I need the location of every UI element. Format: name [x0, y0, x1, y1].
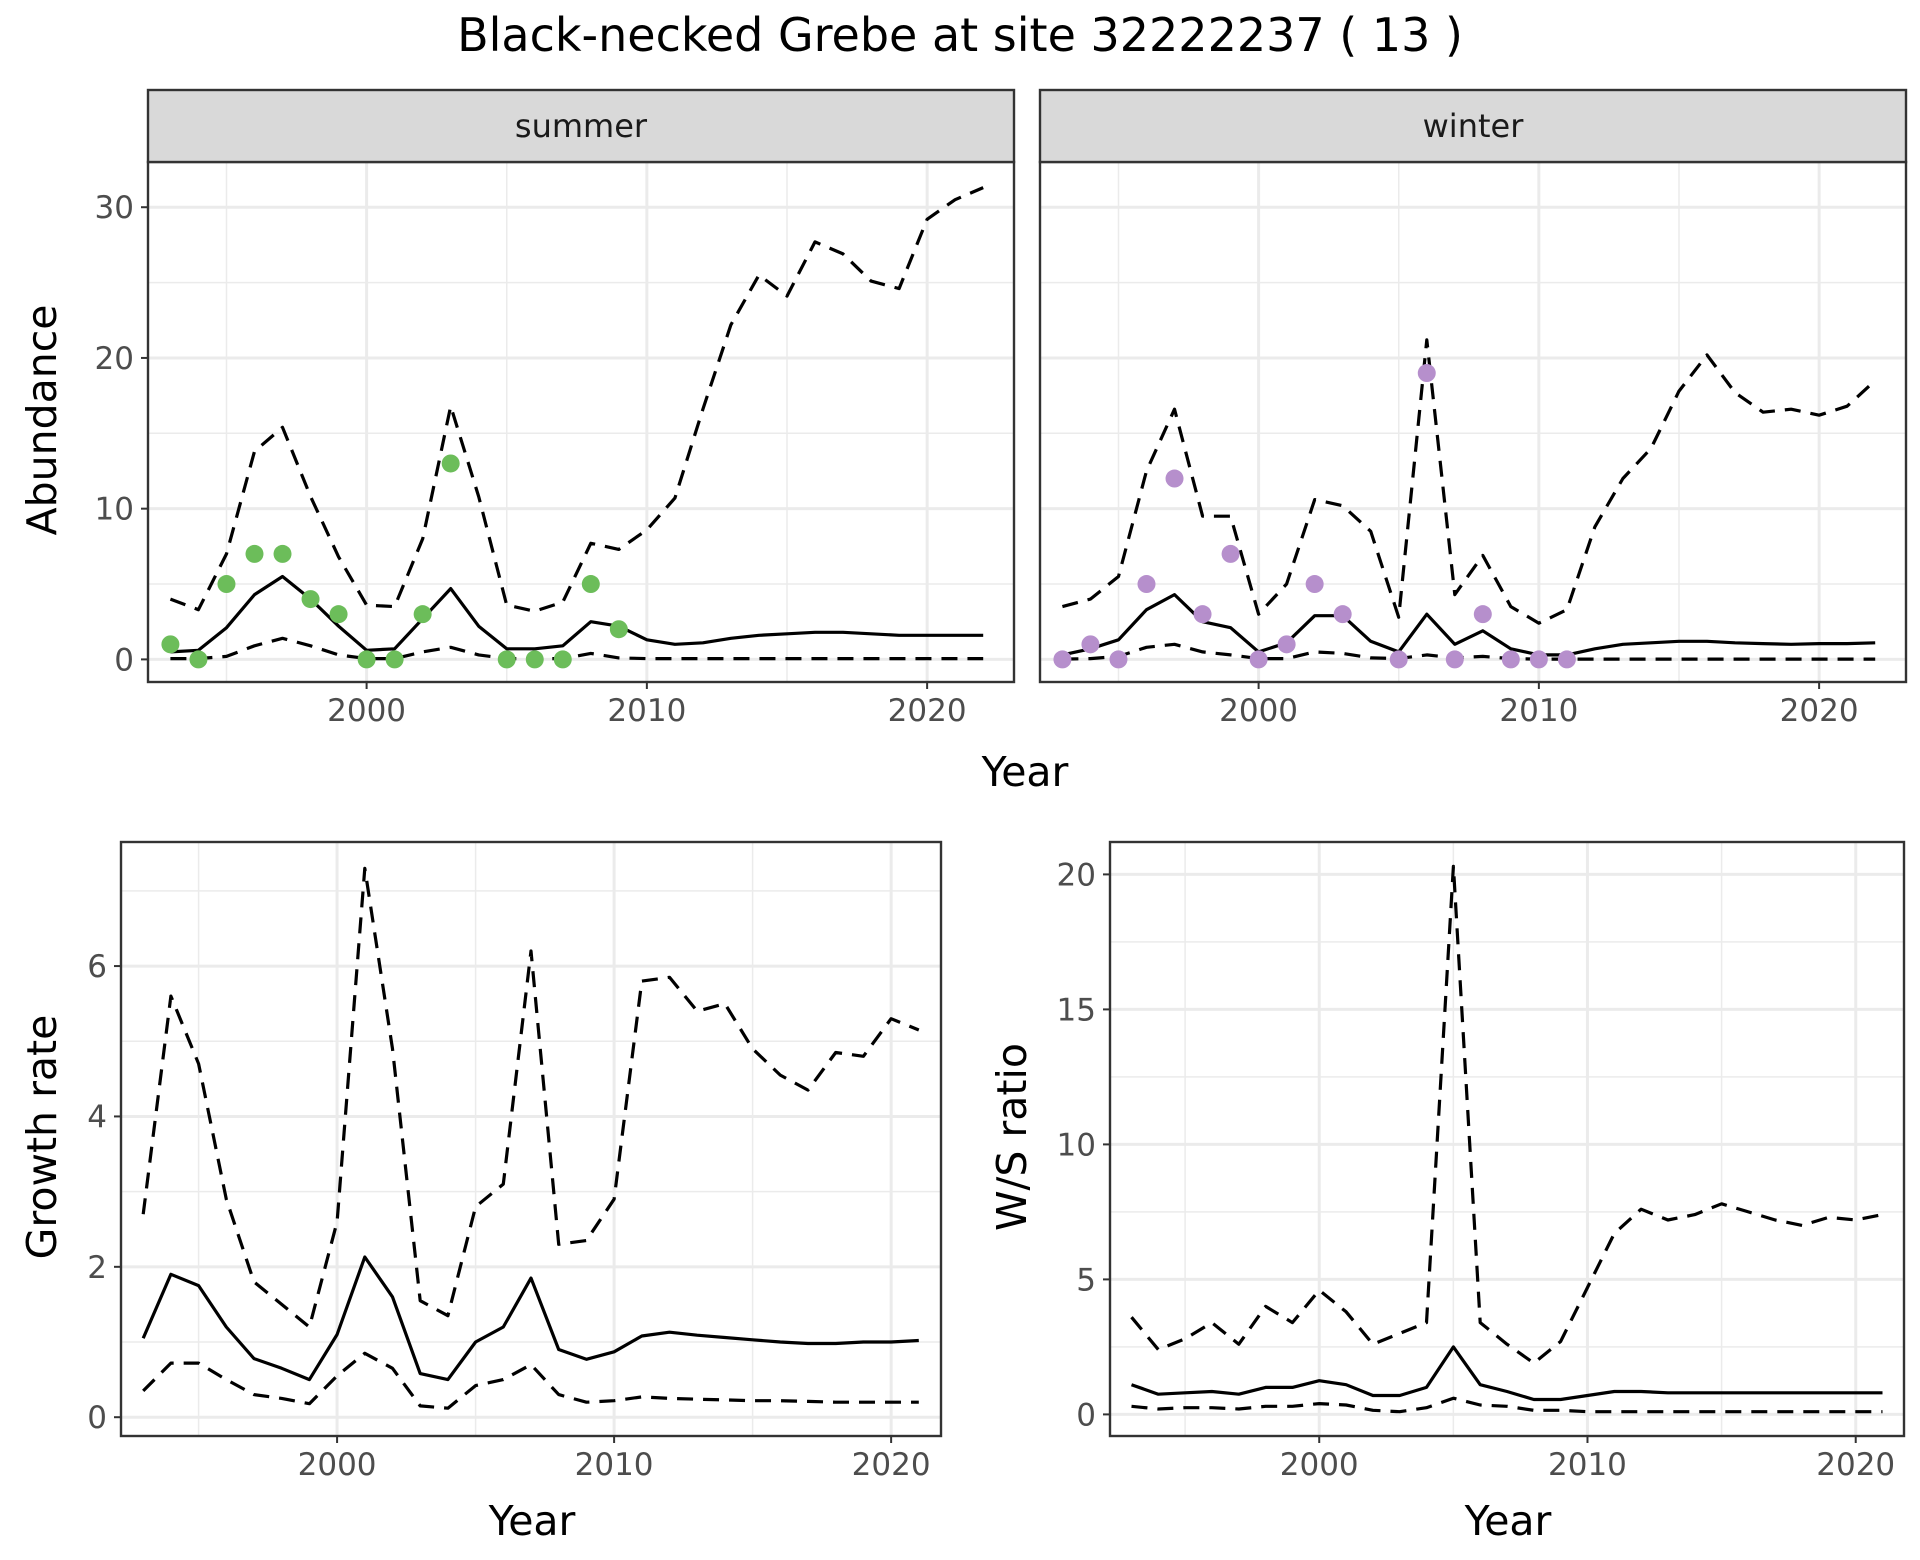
panel-border — [119, 840, 943, 1438]
observed-count-point — [1557, 650, 1576, 669]
observed-count-point — [1305, 575, 1324, 594]
observed-count-point — [245, 544, 264, 563]
y-tick-label: 4 — [87, 1099, 107, 1135]
observed-count-point — [1249, 650, 1268, 669]
x-tick-label: 2010 — [607, 693, 686, 729]
y-tick-label: 10 — [95, 492, 134, 528]
observed-count-point — [189, 650, 208, 669]
observed-count-point — [1109, 650, 1128, 669]
observed-count-point — [1473, 605, 1492, 624]
observed-count-point — [497, 650, 516, 669]
observed-count-point — [273, 544, 292, 563]
observed-count-point — [1081, 635, 1100, 654]
x-tick-label: 2000 — [327, 693, 406, 729]
observed-count-point — [581, 575, 600, 594]
observed-count-point — [1053, 650, 1072, 669]
observed-count-point — [301, 590, 320, 609]
facet-strip-label: summer — [515, 107, 648, 145]
x-tick-label: 2000 — [298, 1447, 377, 1483]
confidence-bound-line — [1062, 642, 1876, 661]
y-tick-label: 6 — [87, 949, 107, 985]
y-tick-label: 30 — [95, 190, 134, 226]
x-tick-label: 2010 — [575, 1447, 654, 1483]
x-tick-label: 2010 — [1548, 1447, 1627, 1483]
confidence-bound-line — [170, 636, 984, 661]
x-tick-label: 2020 — [888, 693, 967, 729]
x-tick-label: 2020 — [1780, 693, 1859, 729]
summer-panel: 2000 2010 2020 0 10 20 30 summer — [95, 88, 1016, 729]
observed-count-point — [1277, 635, 1296, 654]
confidence-bound-line — [1131, 1396, 1883, 1414]
panel-border — [1108, 840, 1906, 1438]
observed-count-point — [1389, 650, 1408, 669]
y-tick-label: 2 — [87, 1250, 107, 1286]
y-tick-label: 20 — [1057, 857, 1096, 893]
chart-title: Black-necked Grebe at site 32222237 ( 13… — [457, 8, 1463, 62]
observed-count-point — [1445, 650, 1464, 669]
y-tick-label: 0 — [87, 1400, 107, 1436]
observed-count-point — [1137, 575, 1156, 594]
y-tick-label: 15 — [1057, 992, 1096, 1028]
x-tick-label: 2000 — [1219, 693, 1298, 729]
growth-panel: 2000 2010 2020 0 2 4 6 — [87, 840, 943, 1483]
observed-count-point — [413, 605, 432, 624]
estimate-line — [1130, 1345, 1883, 1402]
ws-ratio-panel: 2000 2010 2020 0 5 10 15 20 — [1057, 840, 1906, 1483]
plot-background — [121, 842, 941, 1436]
confidence-bound-line — [1130, 864, 1883, 1365]
observed-count-point — [161, 635, 180, 654]
facet-strip — [1038, 88, 1908, 164]
observed-count-point — [553, 650, 572, 669]
plot-background — [148, 162, 1014, 682]
observed-count-point — [1529, 650, 1548, 669]
estimate-line — [141, 1255, 919, 1382]
ws-y-axis-label: W/S ratio — [988, 1043, 1036, 1231]
confidence-bound-line — [141, 866, 920, 1329]
observed-count-point — [1165, 469, 1184, 488]
facet-strip-label: winter — [1423, 107, 1525, 145]
y-tick-label: 20 — [95, 341, 134, 377]
observed-count-point — [525, 650, 544, 669]
y-tick-label: 0 — [114, 642, 134, 678]
ws-x-axis-label: Year — [1464, 1497, 1552, 1545]
confidence-bound-line — [1061, 338, 1877, 625]
summer-y-axis-label: Abundance — [18, 305, 66, 536]
growth-x-axis-label: Year — [488, 1497, 576, 1545]
observed-count-point — [1221, 544, 1240, 563]
observed-count-point — [1333, 605, 1352, 624]
x-tick-label: 2020 — [852, 1447, 931, 1483]
observed-count-point — [1417, 364, 1436, 383]
plot-background — [1040, 162, 1906, 682]
x-tick-label: 2010 — [1499, 693, 1578, 729]
observed-count-point — [1501, 650, 1520, 669]
winter-panel: 2000 2010 2020 winter — [1038, 88, 1908, 729]
confidence-bound-line — [169, 186, 984, 613]
top-x-axis-label: Year — [981, 748, 1069, 796]
observed-count-point — [329, 605, 348, 624]
observed-count-point — [357, 650, 376, 669]
observed-count-point — [1193, 605, 1212, 624]
growth-y-axis-label: Growth rate — [18, 1015, 66, 1260]
observed-count-point — [385, 650, 404, 669]
x-tick-label: 2000 — [1280, 1447, 1359, 1483]
x-tick-label: 2020 — [1816, 1447, 1895, 1483]
y-tick-label: 0 — [1076, 1397, 1096, 1433]
observed-count-point — [609, 620, 628, 639]
observed-count-point — [441, 454, 460, 473]
y-tick-label: 10 — [1057, 1127, 1096, 1163]
facet-strip — [146, 88, 1016, 164]
y-tick-label: 5 — [1076, 1262, 1096, 1298]
observed-count-point — [217, 575, 236, 594]
confidence-bound-line — [142, 1351, 919, 1410]
